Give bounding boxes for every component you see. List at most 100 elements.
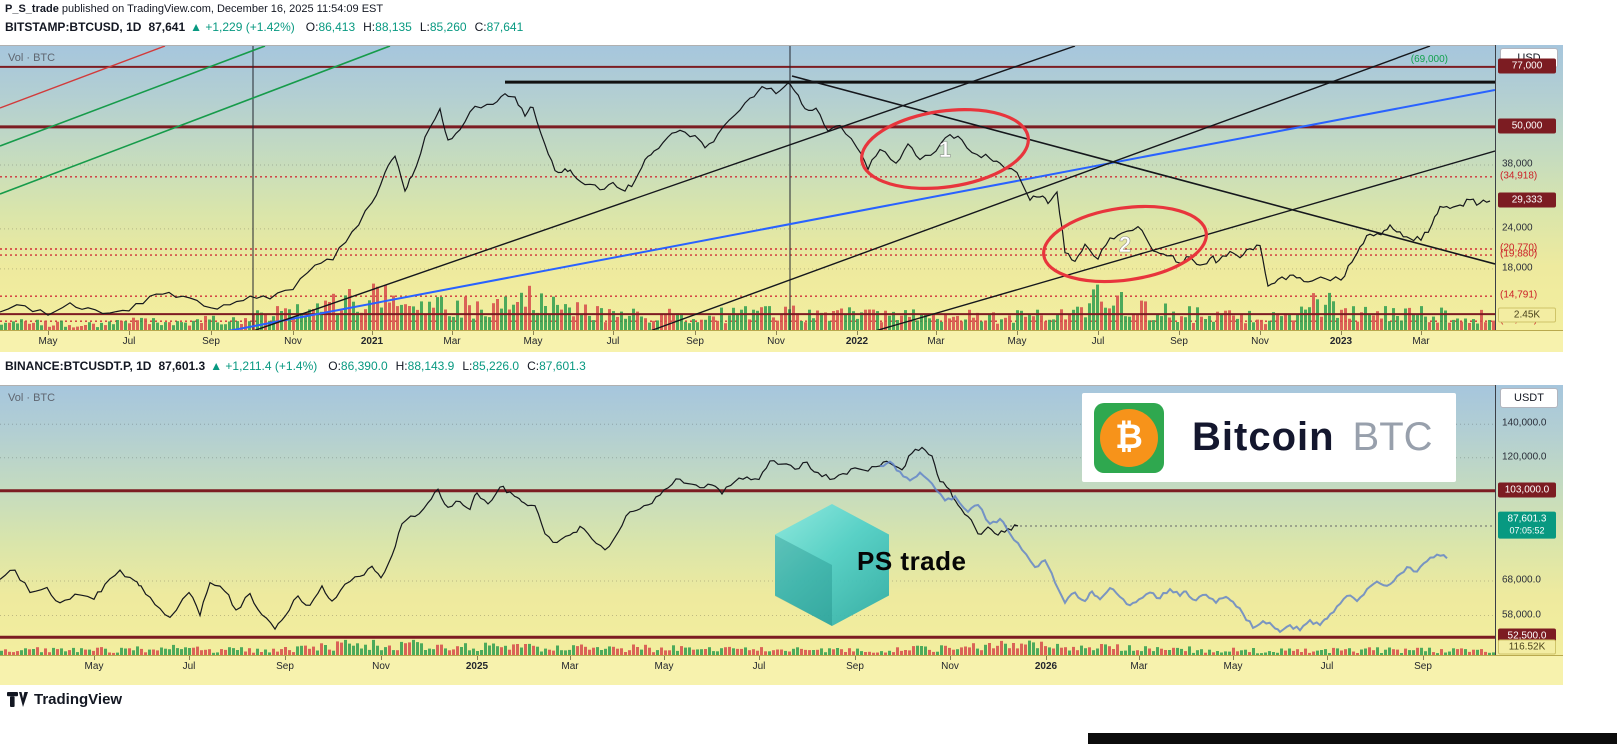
last-price-value: 87,601.3 [1507, 513, 1547, 525]
volume-bar [184, 647, 187, 656]
volume-bar [868, 651, 871, 656]
volume-bar [1032, 642, 1035, 656]
volume-bar [1296, 649, 1299, 656]
volume-bar [1204, 319, 1207, 331]
volume-bar [156, 650, 159, 656]
volume-bar [656, 320, 659, 331]
price-scale-label: 24,000 [1502, 222, 1533, 234]
volume-bar [940, 645, 943, 656]
time-axis-label: 2023 [1329, 336, 1353, 347]
axis-tick [372, 331, 373, 335]
trendline[interactable] [791, 75, 1495, 265]
volume-bar [976, 312, 979, 331]
volume-bar [760, 647, 763, 656]
time-axis[interactable]: May Jul Sep Nov 2025 Mar May Jul Sep Nov 2026 Mar Ma… [0, 655, 1563, 685]
footer-brand-text[interactable]: TradingView [34, 691, 123, 708]
volume-bar [580, 644, 583, 656]
symbol-name[interactable]: BITSTAMP:BTCUSD, 1D [5, 20, 142, 34]
trendline[interactable] [874, 150, 1495, 331]
trendline[interactable] [252, 46, 1076, 331]
volume-bar [920, 313, 923, 331]
currency-toggle-button[interactable]: USDT [1500, 388, 1558, 408]
time-axis-label: Jul [182, 661, 196, 672]
volume-bar [464, 643, 467, 656]
volume-bar [428, 648, 431, 656]
volume-bar [1020, 310, 1023, 331]
volume-bar [896, 647, 899, 656]
time-axis-label: 2021 [360, 336, 384, 347]
volume-bar [476, 301, 479, 331]
volume-bar [660, 313, 663, 331]
volume-bar [12, 321, 15, 331]
volume-bar [1488, 320, 1491, 331]
time-axis-label: 2022 [845, 336, 869, 347]
ellipse-annotation[interactable] [1039, 197, 1211, 291]
volume-bar [84, 325, 87, 331]
volume-bar [628, 650, 631, 656]
volume-bar [1144, 301, 1147, 331]
volume-bar [664, 650, 667, 656]
volume-bar [1100, 301, 1103, 331]
high-label: H: [363, 20, 376, 34]
volume-bar [916, 645, 919, 656]
trendline[interactable] [649, 46, 1431, 331]
volume-bar [476, 651, 479, 656]
axis-tick [570, 656, 571, 660]
volume-bar [276, 306, 279, 331]
price-scale[interactable]: USD77,00050,00038,000(34,918)29,33324,00… [1495, 45, 1563, 330]
close-value: C:87,641 [475, 20, 524, 34]
low-label: L: [419, 20, 430, 34]
volume-bar [800, 648, 803, 656]
volume-bar [1316, 650, 1319, 656]
price-pane[interactable]: Vol · BTC ₿ Bitcoin BTC PS trade [0, 385, 1495, 656]
trendline[interactable] [227, 89, 1495, 331]
volume-bar [612, 311, 615, 331]
volume-bar [684, 647, 687, 656]
volume-bar [1220, 313, 1223, 331]
volume-bar [632, 308, 635, 331]
price-scale[interactable]: USDT 140,000.0 120,000.0 103,000.0 87,601.3 0… [1495, 385, 1563, 655]
author-name[interactable]: P_S_trade [5, 3, 59, 15]
volume-bar [852, 311, 855, 331]
volume-badge: 2.45K [1498, 307, 1556, 323]
volume-bar [576, 302, 579, 331]
volume-bar [668, 650, 671, 656]
volume-bar [1068, 650, 1071, 656]
volume-bar [140, 648, 143, 656]
volume-bar [1252, 322, 1255, 331]
volume-bar [244, 651, 247, 656]
volume-bar [196, 646, 199, 656]
volume-bar [956, 649, 959, 656]
volume-bar [580, 314, 583, 331]
axis-tick [477, 656, 478, 660]
volume-bar [844, 652, 847, 656]
volume-bar [1208, 315, 1211, 331]
volume-bar [276, 651, 279, 656]
ellipse-annotation[interactable] [857, 100, 1034, 199]
volume-bar [972, 317, 975, 331]
volume-bar [840, 649, 843, 656]
volume-bar [1112, 305, 1115, 331]
volume-bar [128, 648, 131, 656]
volume-bar [320, 643, 323, 656]
volume-bar [768, 306, 771, 331]
volume-bar [1264, 324, 1267, 331]
volume-bar [1096, 648, 1099, 656]
trendline[interactable] [0, 46, 166, 109]
volume-bar [1052, 319, 1055, 331]
trendline[interactable] [0, 46, 266, 147]
volume-bar [628, 315, 631, 331]
volume-bar [176, 321, 179, 331]
symbol-name[interactable]: BINANCE:BTCUSDT.P, 1D [5, 359, 152, 373]
volume-bar [1380, 653, 1383, 656]
trendline[interactable] [0, 46, 391, 195]
volume-bar [1244, 323, 1247, 331]
volume-bar [1480, 649, 1483, 656]
time-axis-label: Sep [846, 661, 864, 672]
volume-bar [472, 318, 475, 331]
volume-bar [1124, 316, 1127, 331]
chart-canvas [0, 423, 1495, 656]
price-pane[interactable]: 1 2 (69,000) Vol · BTC [0, 45, 1495, 331]
volume-bar [244, 318, 247, 331]
time-axis[interactable]: May Jul Sep Nov 2021 Mar May Jul Sep Nov 2022 Mar Ma… [0, 330, 1563, 352]
